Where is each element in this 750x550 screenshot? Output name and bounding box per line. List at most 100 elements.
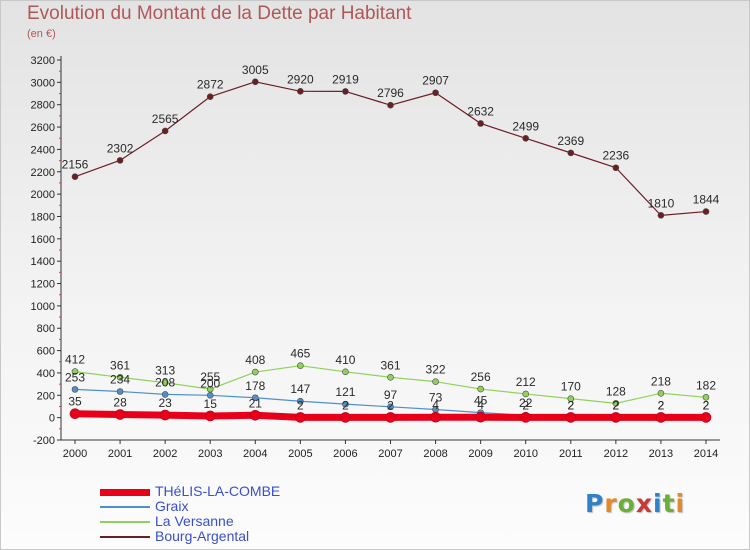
data-label: 2 [567, 398, 574, 412]
y-tick-label: 1800 [31, 211, 55, 223]
y-tick-label: 2400 [31, 144, 55, 156]
data-label: 22 [519, 396, 533, 410]
y-tick-label: 2000 [31, 189, 55, 201]
data-label: 15 [204, 397, 218, 411]
data-label: 4 [432, 398, 439, 412]
data-label: 2 [297, 398, 304, 412]
data-point [477, 120, 484, 127]
data-point [161, 127, 169, 135]
data-label: 2 [703, 398, 710, 412]
data-point [475, 411, 486, 423]
data-point [251, 394, 259, 402]
y-tick-label: 1200 [31, 279, 55, 291]
data-point [387, 403, 394, 411]
data-point [657, 389, 665, 397]
data-label: 2 [522, 398, 529, 412]
y-tick-label: 2800 [31, 100, 55, 112]
x-tick-label: 2008 [423, 448, 447, 460]
y-tick-label: 1400 [31, 256, 55, 268]
data-label: 465 [290, 347, 310, 361]
data-point [522, 390, 530, 398]
data-label: 28 [113, 396, 127, 410]
data-point [206, 391, 214, 399]
data-point [520, 412, 532, 423]
data-point [71, 386, 79, 393]
data-point [657, 212, 665, 219]
data-point [432, 378, 439, 385]
data-point [700, 412, 712, 423]
data-label: 2 [613, 398, 620, 412]
data-label: 256 [471, 370, 491, 384]
data-label: 2 [387, 398, 394, 412]
x-tick-label: 2010 [513, 448, 537, 460]
data-label: 2156 [62, 158, 89, 172]
data-label: 2 [567, 398, 574, 412]
data-point [297, 362, 304, 369]
data-point [342, 88, 349, 95]
data-label: 408 [245, 353, 265, 367]
data-point [612, 400, 620, 407]
x-tick-label: 2005 [288, 448, 312, 460]
data-label: 2565 [152, 112, 179, 126]
x-tick-label: 2012 [604, 448, 628, 460]
data-point [565, 412, 577, 423]
data-point [251, 368, 259, 376]
data-label: 218 [651, 374, 671, 388]
data-label: 253 [65, 370, 85, 384]
data-point [655, 412, 667, 423]
legend-label: Bourg-Argental [155, 528, 250, 544]
legend-label: La Versanne [155, 513, 234, 529]
x-tick-label: 2001 [108, 448, 132, 460]
data-point [71, 368, 79, 375]
x-tick-label: 2014 [694, 448, 718, 460]
data-point [702, 394, 710, 401]
data-point [387, 373, 394, 381]
data-label: 2907 [422, 74, 449, 88]
data-label: 35 [68, 395, 82, 409]
data-point [340, 412, 351, 423]
data-label: 2302 [107, 141, 134, 155]
legend-swatch [100, 506, 150, 508]
data-label: 1810 [648, 196, 675, 210]
data-label: 73 [429, 390, 443, 404]
data-point [612, 164, 620, 172]
data-point [251, 78, 259, 86]
chart-subtitle: (en €) [27, 28, 56, 40]
x-tick-label: 2004 [243, 448, 267, 460]
data-point [161, 379, 169, 386]
x-tick-label: 2002 [153, 448, 177, 460]
data-point [567, 149, 575, 157]
y-tick-label: 200 [37, 390, 55, 402]
data-point [159, 409, 171, 421]
data-label: 234 [110, 372, 130, 386]
data-label: 3005 [242, 63, 269, 77]
data-point [69, 408, 81, 420]
proxiti-logo: Proxiti [585, 489, 686, 518]
data-label: 2920 [287, 72, 314, 86]
data-point [295, 412, 306, 423]
data-point [702, 208, 710, 215]
y-tick-label: 3200 [31, 55, 55, 67]
data-label: 2872 [197, 78, 224, 92]
data-point [297, 397, 304, 405]
data-point [387, 101, 394, 109]
y-tick-label: 2200 [31, 167, 55, 179]
chart-title: Evolution du Montant de la Dette par Hab… [27, 3, 412, 24]
legend-label: Graix [155, 498, 189, 514]
y-tick-label: -200 [33, 435, 55, 447]
data-label: 322 [426, 363, 446, 377]
data-label: 23 [158, 396, 172, 410]
data-label: 361 [110, 358, 130, 372]
data-label: 2236 [603, 149, 630, 163]
data-label: 178 [245, 379, 265, 393]
data-label: 21 [249, 396, 263, 410]
data-point [477, 385, 484, 393]
data-point [342, 400, 349, 408]
x-tick-label: 2007 [378, 448, 402, 460]
data-point [206, 93, 214, 100]
legend-swatch [100, 521, 150, 523]
data-point [249, 409, 261, 421]
data-label: 200 [200, 376, 220, 390]
data-label: 212 [516, 375, 536, 389]
